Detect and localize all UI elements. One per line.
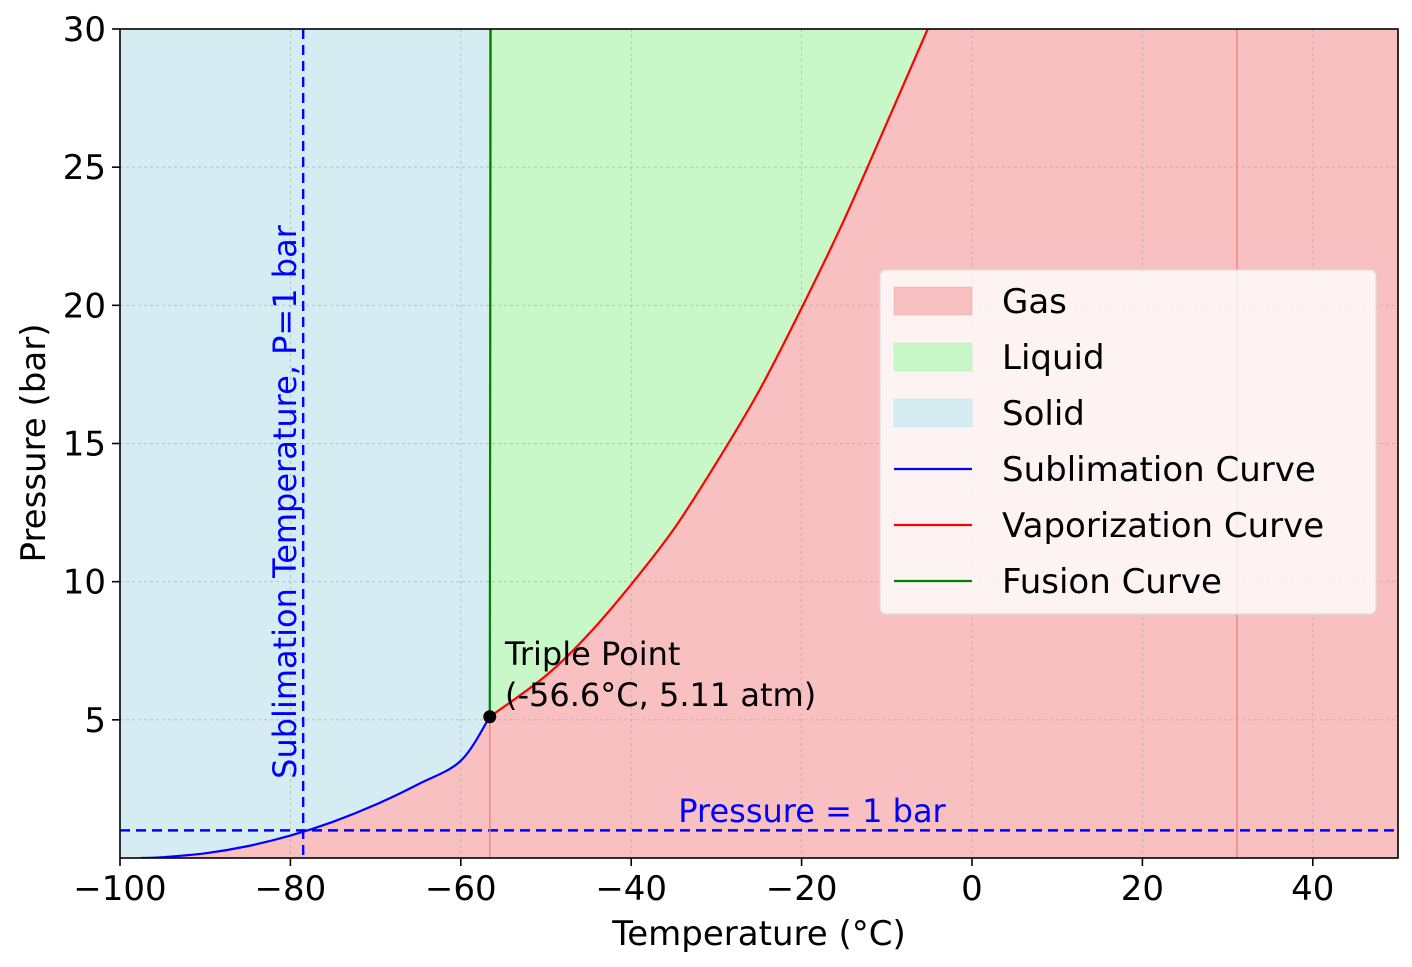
y-tick-label: 20: [63, 286, 106, 326]
annotations: Sublimation Temperature, P=1 bar Pressur…: [266, 224, 947, 830]
fusion-curve: [488, 29, 492, 717]
y-tick-label: 5: [84, 701, 106, 741]
sublimation-curve: [141, 716, 491, 858]
y-tick-label: 30: [63, 10, 106, 50]
legend-label: Sublimation Curve: [1002, 450, 1316, 490]
pressure-1bar-label: Pressure = 1 bar: [678, 792, 946, 830]
legend: Gas Liquid Solid Sublimation Curve Vaporizat…: [879, 269, 1377, 615]
vaporization-curve: [489, 29, 929, 718]
y-tick-label: 15: [63, 425, 106, 465]
x-tick-label: −40: [595, 869, 667, 909]
y-tick-label: 10: [63, 563, 106, 603]
legend-label: Gas: [1002, 282, 1067, 322]
x-tick-label: −20: [766, 869, 838, 909]
x-axis-label: Temperature (°C): [611, 914, 905, 954]
curves: [141, 29, 929, 858]
liquid-region: [489, 29, 928, 717]
triple-point-marker: [483, 710, 497, 724]
solid-region: [120, 29, 491, 858]
triple-point-label-line2: (-56.6°C, 5.11 atm): [505, 676, 816, 714]
sublimation-temp-label: Sublimation Temperature, P=1 bar: [266, 224, 304, 779]
triple-point-label-line1: Triple Point: [504, 635, 680, 673]
x-tick-label: −60: [425, 869, 497, 909]
legend-label: Liquid: [1002, 338, 1105, 378]
x-tick-label: −100: [73, 869, 166, 909]
x-tick-label: 20: [1121, 869, 1164, 909]
legend-swatch: [893, 286, 973, 316]
legend-swatch: [893, 398, 973, 428]
legend-label: Solid: [1002, 394, 1085, 434]
x-tick-label: −80: [255, 869, 327, 909]
legend-label: Fusion Curve: [1002, 562, 1222, 602]
y-tick-label: 25: [63, 148, 106, 188]
y-axis-label: Pressure (bar): [14, 324, 54, 563]
x-tick-label: 40: [1291, 869, 1334, 909]
axes: −100 −80 −60 −40 −20 0 20 40 5 10 15 20 25 30: [63, 10, 1335, 909]
legend-swatch: [893, 342, 973, 372]
legend-box: [879, 269, 1377, 615]
legend-label: Vaporization Curve: [1002, 506, 1324, 546]
x-tick-label: 0: [961, 869, 983, 909]
